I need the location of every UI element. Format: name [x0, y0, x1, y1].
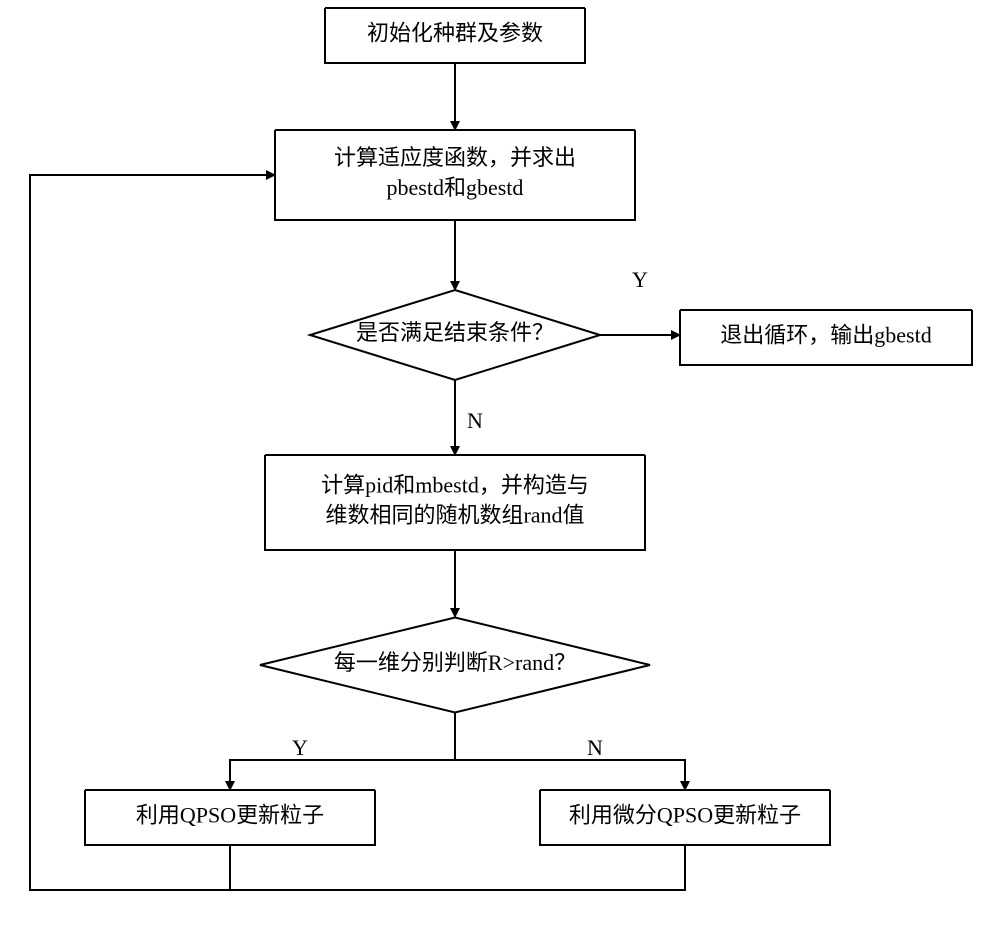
edge-e8 [460, 845, 685, 890]
node-label: 维数相同的随机数组rand值 [325, 502, 584, 527]
node-label: 是否满足结束条件？ [356, 320, 554, 345]
node-label: 每一维分别判断R>rand？ [334, 650, 576, 675]
node-n6: 每一维分别判断R>rand？ [260, 618, 650, 713]
node-n4: 退出循环，输出gbestd [680, 310, 972, 365]
node-label: 利用QPSO更新粒子 [136, 803, 324, 828]
edge-label: N [587, 735, 603, 760]
node-label: 利用微分QPSO更新粒子 [569, 803, 801, 828]
edge-e6 [230, 712, 455, 790]
node-n8: 利用微分QPSO更新粒子 [540, 790, 830, 845]
edge-label: N [467, 408, 483, 433]
node-label: 初始化种群及参数 [367, 21, 543, 46]
node-n2: 计算适应度函数，并求出 pbestd和gbestd [275, 130, 635, 220]
node-label: pbestd和gbestd [387, 175, 524, 200]
node-label: 计算适应度函数，并求出 [334, 145, 576, 170]
node-label: 计算pid和mbestd，并构造与 [321, 473, 589, 498]
edge-e6b [455, 760, 685, 790]
edge-e7 [230, 845, 460, 890]
flowchart-canvas: Y N Y N 初始化种群及参数计算适应度函数，并求出 pbestd和gbestd 是否满足… [0, 0, 1000, 938]
edge-label: Y [632, 267, 648, 292]
edge-label: Y [292, 735, 308, 760]
node-label: 退出循环，输出gbestd [720, 323, 931, 348]
node-n7: 利用QPSO更新粒子 [85, 790, 375, 845]
node-n3: 是否满足结束条件？ [310, 290, 600, 380]
node-n1: 初始化种群及参数 [325, 8, 585, 63]
node-n5: 计算pid和mbestd，并构造与维数相同的随机数组rand值 [265, 455, 645, 550]
